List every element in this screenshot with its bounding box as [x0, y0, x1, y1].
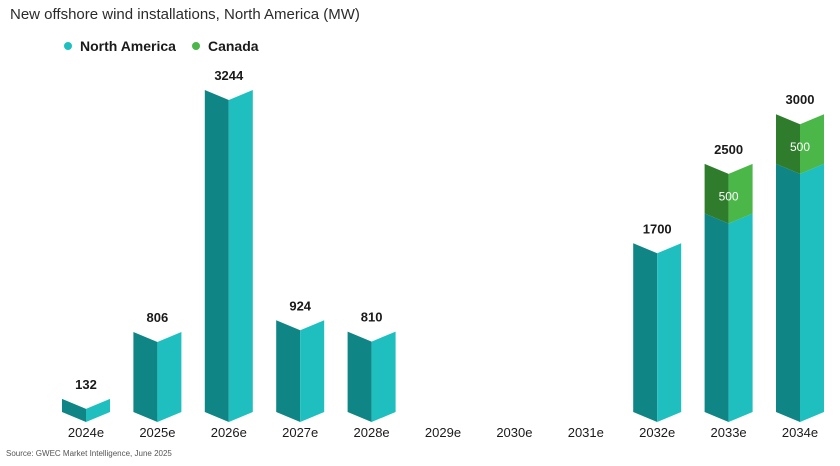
legend-label-canada: Canada [207, 38, 259, 54]
x-tick-label-2027e: 2027e [282, 425, 318, 440]
legend: North America Canada [64, 38, 259, 54]
total-label-2027e: 924 [289, 298, 311, 313]
legend-label-north-america: North America [80, 38, 176, 54]
total-label-2032e: 1700 [643, 221, 672, 236]
chart-title: New offshore wind installations, North A… [10, 6, 360, 23]
x-tick-label-2034e: 2034e [782, 425, 818, 440]
bar-north-america-2032e-side [633, 243, 658, 422]
bar-north-america-2027e-side [276, 320, 301, 422]
x-tick-label-2024e: 2024e [68, 425, 104, 440]
x-tick-label-2030e: 2030e [496, 425, 532, 440]
source-note: Source: GWEC Market Intelligence, June 2… [6, 449, 172, 458]
bar-canada-2034e-side [776, 114, 800, 174]
bar-canada-2033e-front [728, 163, 753, 224]
bar-north-america-2025e-side [133, 331, 158, 422]
bar-north-america-2026e-side [204, 90, 229, 422]
bar-north-america-2024e-front [86, 398, 110, 422]
bar-canada-2034e-front [800, 114, 824, 174]
bar-north-america-2034e-front [800, 163, 824, 423]
total-label-2024e: 132 [75, 377, 97, 392]
segment-label-canada-2033e: 500 [719, 190, 739, 204]
bar-north-america-2028e-front [371, 331, 396, 422]
total-label-2025e: 806 [147, 310, 169, 325]
total-label-2028e: 810 [361, 310, 383, 325]
bar-north-america-2027e-front [300, 320, 325, 422]
x-tick-label-2025e: 2025e [139, 425, 175, 440]
x-tick-label-2029e: 2029e [425, 425, 461, 440]
bar-canada-2033e-side [704, 163, 729, 224]
bar-north-america-2025e-front [157, 331, 182, 422]
bar-north-america-2034e-side [776, 163, 800, 423]
x-tick-label-2033e: 2033e [711, 425, 747, 440]
segment-label-canada-2034e: 500 [790, 140, 810, 154]
bar-north-america-2032e-front [657, 243, 682, 422]
x-tick-label-2031e: 2031e [568, 425, 604, 440]
legend-marker-canada [191, 42, 200, 50]
bar-north-america-2033e-side [704, 213, 729, 422]
bar-north-america-2033e-front [728, 213, 753, 422]
legend-item-north-america: North America [64, 38, 176, 54]
x-tick-label-2032e: 2032e [639, 425, 675, 440]
total-label-2033e: 2500 [714, 142, 743, 157]
legend-marker-north-america [64, 42, 72, 50]
legend-item-canada: Canada [191, 38, 259, 54]
bar-north-america-2024e-side [62, 398, 86, 422]
total-label-2034e: 3000 [786, 92, 815, 107]
bar-north-america-2026e-front [228, 90, 253, 422]
bar-north-america-2028e-side [347, 331, 372, 422]
x-tick-label-2028e: 2028e [354, 425, 390, 440]
total-label-2026e: 3244 [214, 68, 244, 83]
x-tick-label-2026e: 2026e [211, 425, 247, 440]
